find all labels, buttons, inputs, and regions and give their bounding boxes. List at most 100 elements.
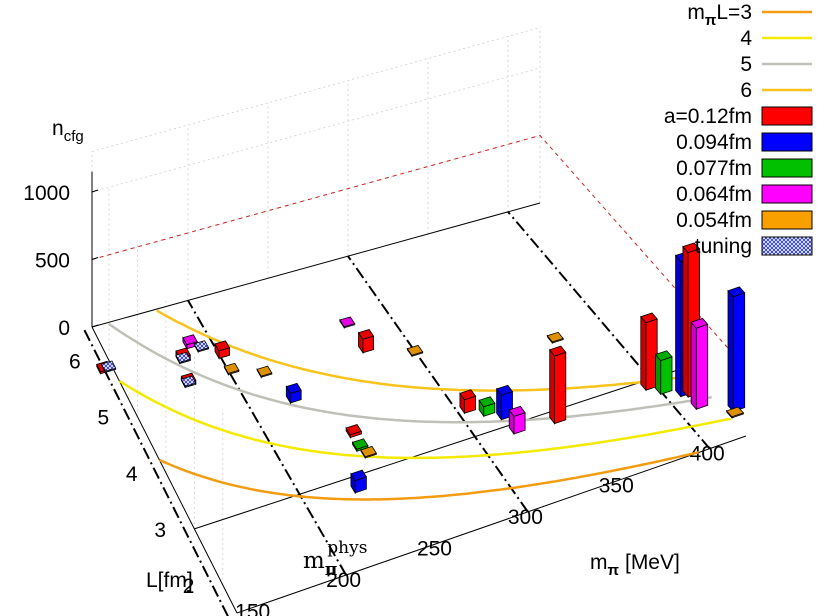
bar-0-094fm bbox=[350, 469, 368, 495]
bar-0-094fm bbox=[727, 286, 746, 413]
legend-series-swatch bbox=[761, 106, 813, 126]
bar-a-0-12fm bbox=[345, 424, 363, 439]
bar-top-face bbox=[193, 340, 210, 352]
z-gridline bbox=[91, 67, 541, 193]
bar-top-face bbox=[214, 340, 231, 352]
z-tick-mark bbox=[91, 257, 99, 260]
bar-top-face bbox=[223, 362, 240, 374]
bar-front-face bbox=[732, 292, 746, 413]
y-axis-line bbox=[91, 326, 238, 614]
bar-top-face bbox=[508, 405, 526, 417]
y-tick-label: 4 bbox=[126, 463, 138, 486]
legend-series-label: a=0.12fm bbox=[664, 105, 752, 128]
bar-a-0-12fm bbox=[459, 389, 477, 415]
legend-series-label: 0.064fm bbox=[676, 183, 752, 206]
bar-top-face bbox=[360, 445, 377, 458]
legend-curve-label: 4 bbox=[740, 27, 752, 50]
mass-dashdot-line bbox=[507, 211, 711, 450]
legend-curve-label: 5 bbox=[740, 53, 752, 76]
bar-top-face bbox=[682, 242, 701, 254]
bar-side-face bbox=[727, 289, 734, 413]
bar-layer bbox=[96, 242, 746, 495]
bar-top-face bbox=[459, 389, 477, 401]
bar-top-face bbox=[256, 365, 273, 377]
bar-top-face bbox=[180, 375, 197, 387]
bar-a-0-12fm bbox=[549, 345, 567, 425]
bar-top-face bbox=[727, 286, 746, 298]
x-axis-title: mπ [MeV] bbox=[590, 551, 680, 579]
bar-tuning bbox=[193, 340, 210, 354]
z-tick-mark bbox=[91, 189, 99, 193]
legend-series-label: 0.077fm bbox=[676, 157, 752, 180]
legend: mπL=34 5 6 a=0.12fm 0.094fm 0.077fm 0.064fm 0.0… bbox=[664, 1, 813, 258]
legend-curve-label: 6 bbox=[740, 79, 752, 102]
bar-top-face bbox=[357, 329, 375, 340]
x-tick-label: 300 bbox=[508, 506, 543, 529]
bar-top-face bbox=[350, 469, 368, 482]
bar-front-face bbox=[695, 323, 709, 410]
bar-side-face bbox=[682, 245, 689, 399]
legend-series-label: 0.054fm bbox=[676, 209, 752, 232]
legend-series-swatch bbox=[761, 158, 813, 178]
bar-top-face bbox=[690, 317, 709, 329]
bar-side-face bbox=[655, 353, 662, 396]
bar-top-face bbox=[495, 384, 514, 396]
bar-top-face bbox=[654, 350, 673, 362]
bar-front-face bbox=[554, 351, 567, 425]
bar-top-face bbox=[549, 345, 567, 357]
bar-top-face bbox=[339, 316, 356, 328]
bar-0-054fm bbox=[725, 406, 745, 419]
y-axis-title: L[fm] bbox=[146, 569, 193, 592]
z-axis-title: ncfg bbox=[52, 117, 84, 145]
bar-side-face bbox=[640, 315, 647, 392]
bar-a-0-12fm bbox=[357, 329, 375, 355]
bar-0-064fm bbox=[508, 405, 526, 436]
y-tick-label: 6 bbox=[69, 351, 81, 374]
axes-layer: 150 200 250 300 350 400 2 3 4 5 6 0 500 1000 bbox=[23, 27, 747, 616]
mass-dashdot-line bbox=[187, 299, 347, 576]
legend-series-swatch bbox=[761, 210, 813, 230]
physical-point-label: mπphys bbox=[303, 538, 367, 580]
x-axis-line bbox=[236, 435, 747, 614]
bar-side-face bbox=[549, 348, 555, 425]
legend-curve-label: mπL=3 bbox=[687, 1, 752, 29]
bar-0-054fm bbox=[546, 331, 564, 345]
bar-top-face bbox=[345, 424, 363, 436]
z-tick-mark bbox=[91, 324, 99, 328]
y-tick-label: 3 bbox=[154, 519, 166, 542]
x-tick-label: 400 bbox=[690, 443, 725, 466]
bar-0-054fm bbox=[256, 365, 273, 379]
bar-0-054fm bbox=[223, 362, 240, 377]
z-tick-label: 500 bbox=[35, 250, 70, 273]
legend-series-swatch bbox=[761, 236, 813, 256]
x-tick-label: 250 bbox=[417, 537, 452, 560]
y-tick-label: 2 bbox=[183, 575, 195, 598]
bar-top-face bbox=[101, 360, 117, 372]
bar-0-094fm bbox=[285, 382, 302, 405]
bar-top-face bbox=[546, 331, 564, 343]
bar-top-face bbox=[175, 351, 191, 363]
bar-0-054fm bbox=[360, 445, 377, 460]
x-tick-label: 200 bbox=[326, 569, 361, 592]
bar-0-077fm bbox=[654, 350, 673, 396]
floor-line-L3 bbox=[194, 366, 686, 530]
legend-series-swatch bbox=[761, 184, 813, 204]
bar-0-054fm bbox=[406, 344, 424, 358]
curve-layer bbox=[107, 309, 731, 501]
bar-top-face bbox=[478, 396, 496, 408]
legend-series-swatch bbox=[761, 132, 813, 152]
bar-front-face bbox=[660, 356, 673, 395]
bar-top-face bbox=[406, 344, 424, 356]
legend-series-label: tuning bbox=[695, 235, 752, 258]
y-tick-label: 5 bbox=[97, 407, 109, 430]
x-tick-label: 350 bbox=[599, 474, 634, 497]
mass-dashdot-line bbox=[83, 328, 229, 616]
bar-0-064fm bbox=[690, 317, 709, 411]
bar-tuning bbox=[101, 360, 117, 373]
bar-tuning bbox=[180, 375, 197, 388]
bar-top-face bbox=[285, 382, 302, 394]
bar-0-077fm bbox=[478, 396, 496, 418]
mpiL-curve bbox=[118, 379, 731, 460]
wall-edge-top bbox=[91, 27, 541, 152]
